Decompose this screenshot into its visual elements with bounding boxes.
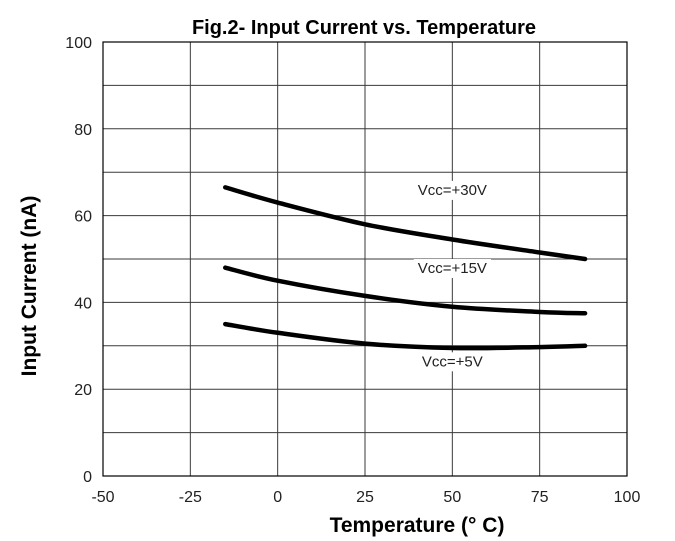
y-axis-title: Input Current (nA) <box>18 196 41 377</box>
x-axis-title: Temperature (° C) <box>330 514 505 537</box>
grid <box>103 42 627 476</box>
x-tick-label: 25 <box>356 489 374 506</box>
series-label-bg <box>413 180 491 200</box>
chart-title: Fig.2- Input Current vs. Temperature <box>192 17 536 39</box>
x-tick-label: -50 <box>91 489 114 506</box>
series-label: Vcc=+15V <box>418 260 487 277</box>
y-tick-label: 100 <box>65 35 92 52</box>
y-tick-label: 80 <box>74 122 92 139</box>
x-tick-label: 0 <box>273 489 282 506</box>
series-label-bg <box>417 352 487 372</box>
series-label-bg <box>413 259 491 279</box>
y-tick-label: 0 <box>83 469 92 486</box>
y-tick-label: 20 <box>74 382 92 399</box>
series-label: Vcc=+5V <box>422 353 483 370</box>
y-tick-label: 40 <box>74 295 92 312</box>
series-line <box>223 265 588 316</box>
x-tick-label: 75 <box>531 489 549 506</box>
y-tick-label: 60 <box>74 209 92 226</box>
series-group: Vcc=+30V Vcc=+15V Vcc=+5V <box>223 180 588 372</box>
x-tick-label: 100 <box>614 489 641 506</box>
series-label: Vcc=+30V <box>418 182 487 199</box>
x-tick-label: 50 <box>443 489 461 506</box>
tick-labels: -50 -25 0 25 50 75 100 0 20 40 60 80 100 <box>65 35 640 506</box>
x-tick-label: -25 <box>179 489 202 506</box>
series-line <box>223 185 588 262</box>
plot-frame <box>102 41 628 477</box>
series-line <box>223 321 588 351</box>
